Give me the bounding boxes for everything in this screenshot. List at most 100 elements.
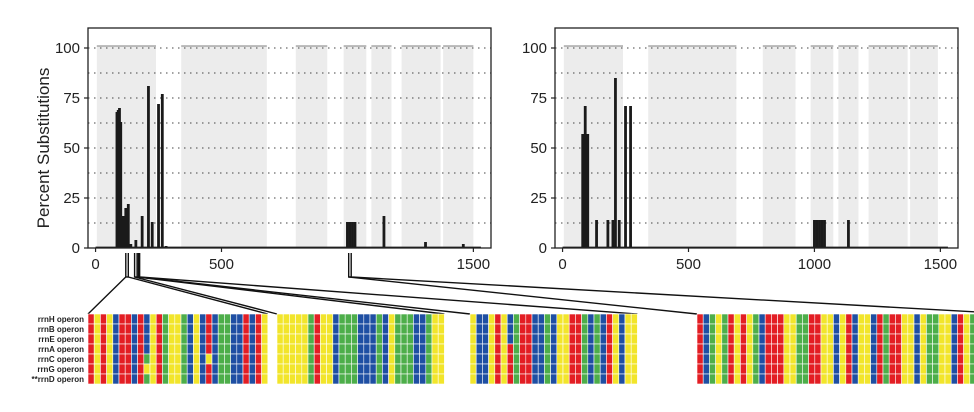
nucleotide-cell xyxy=(581,373,589,385)
nucleotide-cell xyxy=(112,373,120,385)
nucleotide-cell xyxy=(338,373,346,385)
nucleotide-cell xyxy=(888,323,896,335)
nucleotide-cell xyxy=(839,373,847,385)
nucleotide-cell xyxy=(475,373,483,385)
nucleotide-cell xyxy=(295,343,303,355)
nucleotide-cell xyxy=(382,323,389,335)
nucleotide-cell xyxy=(255,323,262,335)
nucleotide-cell xyxy=(562,323,570,335)
nucleotide-cell xyxy=(950,353,958,365)
nucleotide-cell xyxy=(282,333,290,345)
nucleotide-cell xyxy=(802,363,809,375)
nucleotide-cell xyxy=(388,333,396,345)
nucleotide-cell xyxy=(771,353,778,365)
nucleotide-cell xyxy=(137,353,145,365)
nucleotide-cell xyxy=(851,333,859,345)
nucleotide-cell xyxy=(118,373,126,385)
nucleotide-cell xyxy=(612,373,620,385)
nucleotide-cell xyxy=(864,343,871,355)
nucleotide-cell xyxy=(344,323,352,335)
nucleotide-cell xyxy=(106,323,114,335)
nucleotide-cell xyxy=(394,353,402,365)
nucleotide-cell xyxy=(870,343,878,355)
nucleotide-cell xyxy=(419,363,427,375)
nucleotide-cell xyxy=(400,343,408,355)
nucleotide-cell xyxy=(357,343,365,355)
nucleotide-cell xyxy=(870,373,878,385)
nucleotide-cell xyxy=(963,323,971,335)
nucleotide-cell xyxy=(758,333,766,345)
nucleotide-cell xyxy=(950,323,958,335)
nucleotide-cell xyxy=(242,363,250,375)
nucleotide-cell xyxy=(944,373,952,385)
nucleotide-cell xyxy=(820,333,828,345)
bar-3 xyxy=(119,122,123,248)
nucleotide-cell xyxy=(93,343,101,355)
nucleotide-cell xyxy=(500,353,508,365)
nucleotide-cell xyxy=(506,353,514,365)
nucleotide-cell xyxy=(363,343,371,355)
nucleotide-cell xyxy=(733,373,741,385)
y-tick-label: 75 xyxy=(63,90,80,107)
nucleotide-cell xyxy=(746,373,754,385)
nucleotide-cell xyxy=(230,333,238,345)
nucleotide-cell xyxy=(913,343,921,355)
nucleotide-cell xyxy=(969,373,974,385)
nucleotide-cell xyxy=(332,343,340,355)
bar-0 xyxy=(581,134,585,248)
nucleotide-cell xyxy=(124,323,132,335)
nucleotide-cell xyxy=(242,313,250,325)
nucleotide-cell xyxy=(87,343,95,355)
nucleotide-cell xyxy=(320,313,327,325)
nucleotide-cell xyxy=(733,313,741,325)
nucleotide-cell xyxy=(901,353,909,365)
nucleotide-cell xyxy=(612,353,620,365)
bar-18 xyxy=(353,222,357,248)
nucleotide-cell xyxy=(301,323,309,335)
nucleotide-cell xyxy=(857,313,865,325)
y-tick-label: 50 xyxy=(530,140,547,157)
nucleotide-cell xyxy=(406,343,414,355)
nucleotide-cell xyxy=(839,313,847,325)
nucleotide-cell xyxy=(531,343,539,355)
shaded-region-2 xyxy=(295,46,328,248)
nucleotide-cell xyxy=(562,373,570,385)
nucleotide-cell xyxy=(957,343,964,355)
nucleotide-cell xyxy=(199,313,207,325)
nucleotide-cell xyxy=(332,323,340,335)
nucleotide-cell xyxy=(199,373,207,385)
nucleotide-cell xyxy=(764,343,772,355)
nucleotide-cell xyxy=(500,313,508,325)
nucleotide-cell xyxy=(519,363,527,375)
nucleotide-cell xyxy=(618,313,626,325)
nucleotide-cell xyxy=(494,363,502,375)
nucleotide-cell xyxy=(926,363,933,375)
nucleotide-cell xyxy=(425,333,433,345)
nucleotide-cell xyxy=(131,373,138,385)
nucleotide-cell xyxy=(494,323,502,335)
nucleotide-cell xyxy=(338,313,346,325)
nucleotide-cell xyxy=(500,343,508,355)
nucleotide-cell xyxy=(230,313,238,325)
nucleotide-cell xyxy=(851,353,859,365)
nucleotide-cell xyxy=(475,343,483,355)
bar-1 xyxy=(583,106,587,248)
nucleotide-cell xyxy=(581,353,589,365)
nucleotide-cell xyxy=(242,353,250,365)
shaded-region-1 xyxy=(648,46,737,248)
nucleotide-cell xyxy=(938,333,946,345)
nucleotide-cell xyxy=(702,363,710,375)
nucleotide-cell xyxy=(320,343,327,355)
nucleotide-cell xyxy=(400,313,408,325)
nucleotide-cell xyxy=(131,343,138,355)
nucleotide-cell xyxy=(475,363,483,375)
nucleotide-cell xyxy=(224,363,231,375)
nucleotide-cell xyxy=(575,353,582,365)
nucleotide-cell xyxy=(413,373,420,385)
nucleotide-cell xyxy=(932,373,940,385)
nucleotide-cell xyxy=(733,353,741,365)
y-tick-label: 0 xyxy=(72,240,80,257)
nucleotide-cell xyxy=(957,363,964,375)
bar-9 xyxy=(140,216,144,248)
nucleotide-cell xyxy=(624,363,632,375)
